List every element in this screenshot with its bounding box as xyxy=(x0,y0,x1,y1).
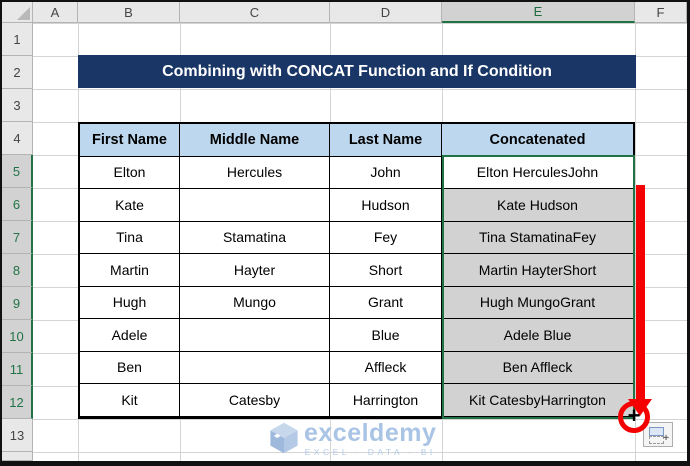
autofill-options-icon xyxy=(649,427,664,436)
names-table: First Name Middle Name Last Name Concatenat… xyxy=(78,122,635,419)
column-header-E[interactable]: E xyxy=(442,2,635,23)
cell-C10[interactable] xyxy=(180,319,330,352)
cell-B6[interactable]: Kate xyxy=(80,189,180,222)
watermark-brand: exceldemy xyxy=(304,419,437,447)
cell-B4[interactable]: First Name xyxy=(80,124,180,157)
cell-D5[interactable]: John xyxy=(330,156,442,189)
exceldemy-watermark: exceldemy EXCEL - DATA - BI xyxy=(268,421,436,457)
cell-D11[interactable]: Affleck xyxy=(330,351,442,384)
cell-B5[interactable]: Elton xyxy=(80,156,180,189)
row-header-1[interactable]: 1 xyxy=(2,23,33,56)
watermark-tagline: EXCEL - DATA - BI xyxy=(304,447,436,457)
gridline xyxy=(33,23,687,24)
cell-C8[interactable]: Hayter xyxy=(180,254,330,287)
row-header-3[interactable]: 3 xyxy=(2,89,33,122)
cell-E8[interactable]: Martin HayterShort xyxy=(442,254,633,287)
cell-E4[interactable]: Concatenated xyxy=(442,124,633,157)
cell-E12[interactable]: Kit CatesbyHarrington xyxy=(442,384,633,417)
select-all-corner[interactable] xyxy=(2,2,33,23)
column-header-C[interactable]: C xyxy=(180,2,330,23)
row-header-10[interactable]: 10 xyxy=(2,320,33,353)
row-header-4[interactable]: 4 xyxy=(2,122,33,155)
cell-E7[interactable]: Tina StamatinaFey xyxy=(442,221,633,254)
cell-D10[interactable]: Blue xyxy=(330,319,442,352)
cell-C11[interactable] xyxy=(180,351,330,384)
row-header-7[interactable]: 7 xyxy=(2,221,33,254)
cell-B10[interactable]: Adele xyxy=(80,319,180,352)
cell-C5[interactable]: Hercules xyxy=(180,156,330,189)
cell-D4[interactable]: Last Name xyxy=(330,124,442,157)
title-banner: Combining with CONCAT Function and If Co… xyxy=(78,55,636,88)
column-header-F[interactable]: F xyxy=(635,2,687,23)
cell-B12[interactable]: Kit xyxy=(80,384,180,417)
cell-C12[interactable]: Catesby xyxy=(180,384,330,417)
cell-D6[interactable]: Hudson xyxy=(330,189,442,222)
row-header-8[interactable]: 8 xyxy=(2,254,33,287)
cell-B11[interactable]: Ben xyxy=(80,351,180,384)
row-header-13[interactable]: 13 xyxy=(2,419,33,452)
column-header-B[interactable]: B xyxy=(78,2,180,23)
cell-E9[interactable]: Hugh MungoGrant xyxy=(442,286,633,319)
fill-handle-highlight-circle[interactable]: + xyxy=(618,401,650,433)
cell-C9[interactable]: Mungo xyxy=(180,286,330,319)
gridline xyxy=(33,89,687,90)
cell-D8[interactable]: Short xyxy=(330,254,442,287)
fill-handle-plus-cursor: + xyxy=(627,403,641,428)
cell-D9[interactable]: Grant xyxy=(330,286,442,319)
cell-E11[interactable]: Ben Affleck xyxy=(442,351,633,384)
gridline xyxy=(635,23,636,461)
cell-B7[interactable]: Tina xyxy=(80,221,180,254)
column-header-D[interactable]: D xyxy=(330,2,442,23)
cell-E10[interactable]: Adele Blue xyxy=(442,319,633,352)
row-header-6[interactable]: 6 xyxy=(2,188,33,221)
row-header-11[interactable]: 11 xyxy=(2,353,33,386)
row-header-9[interactable]: 9 xyxy=(2,287,33,320)
exceldemy-cube-logo xyxy=(270,422,298,454)
cell-B8[interactable]: Martin xyxy=(80,254,180,287)
cell-C4[interactable]: Middle Name xyxy=(180,124,330,157)
column-header-A[interactable]: A xyxy=(33,2,78,23)
gridline xyxy=(33,419,687,420)
row-header-partial[interactable] xyxy=(2,452,33,461)
fill-down-arrow-line xyxy=(636,185,645,399)
row-header-12[interactable]: 12 xyxy=(2,386,33,419)
cell-D12[interactable]: Harrington xyxy=(330,384,442,417)
cell-B9[interactable]: Hugh xyxy=(80,286,180,319)
row-header-5[interactable]: 5 xyxy=(2,155,33,188)
cell-D7[interactable]: Fey xyxy=(330,221,442,254)
cell-E6[interactable]: Kate Hudson xyxy=(442,189,633,222)
gridline xyxy=(33,452,687,453)
cell-C7[interactable]: Stamatina xyxy=(180,221,330,254)
row-header-2[interactable]: 2 xyxy=(2,56,33,89)
autofill-options-button[interactable]: + xyxy=(643,422,673,447)
cell-E5[interactable]: Elton HerculesJohn xyxy=(442,156,633,189)
cell-C6[interactable] xyxy=(180,189,330,222)
